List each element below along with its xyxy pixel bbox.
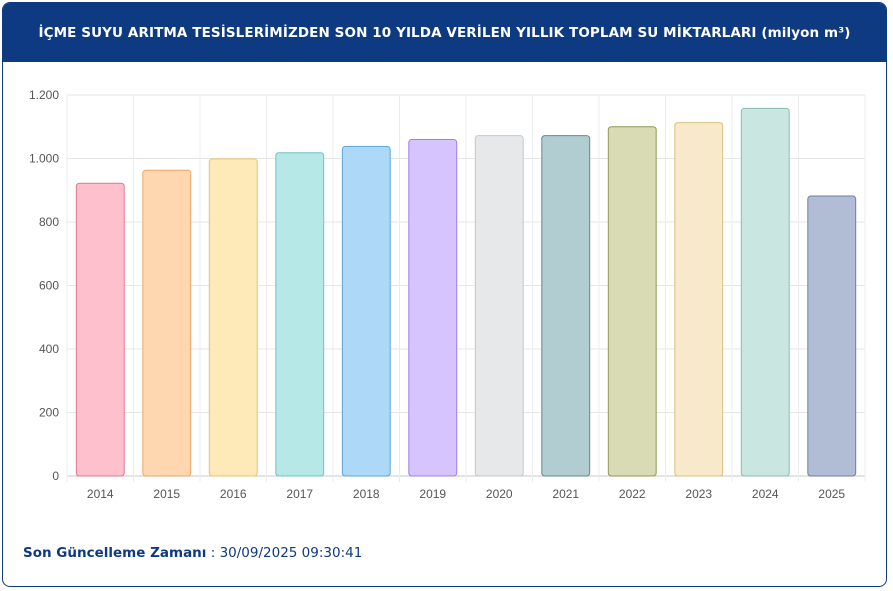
x-tick-label: 2025 xyxy=(818,487,845,501)
last-update-separator: : xyxy=(206,545,220,561)
x-tick-label: 2022 xyxy=(619,487,646,501)
bar-2025 xyxy=(807,195,857,477)
y-tick-label: 800 xyxy=(39,215,59,229)
x-tick-label: 2021 xyxy=(552,487,579,501)
x-tick-label: 2020 xyxy=(486,487,513,501)
bar-2020 xyxy=(474,135,524,477)
y-tick-label: 200 xyxy=(39,406,59,420)
y-tick-label: 600 xyxy=(39,279,59,293)
bar-2024 xyxy=(740,107,790,477)
y-tick-label: 0 xyxy=(52,469,59,483)
last-update-label: Son Güncelleme Zamanı xyxy=(23,545,207,561)
x-tick-label: 2024 xyxy=(752,487,779,501)
x-tick-label: 2019 xyxy=(419,487,446,501)
bar-2019 xyxy=(408,138,458,477)
x-tick-label: 2023 xyxy=(685,487,712,501)
last-update-value: 30/09/2025 09:30:41 xyxy=(219,545,363,561)
y-tick-label: 400 xyxy=(39,342,59,356)
chart-header: İÇME SUYU ARITMA TESİSLERİMİZDEN SON 10 … xyxy=(3,3,886,62)
bar-2022 xyxy=(607,126,657,477)
bar-chart: 0 200 400 600 800 1.000 1.200 2014 2015 2016 2017 2… xyxy=(3,63,886,513)
bar-2016 xyxy=(208,158,258,477)
x-tick-label: 2018 xyxy=(353,487,380,501)
bar-2017 xyxy=(275,152,325,477)
bar-2015 xyxy=(142,169,192,477)
y-tick-label: 1.000 xyxy=(29,152,59,166)
bar-chart-svg: 0 200 400 600 800 1.000 1.200 2014 2015 2016 2017 2… xyxy=(29,88,866,501)
bar-2023 xyxy=(674,122,724,477)
y-tick-label: 1.200 xyxy=(29,88,59,102)
x-tick-label: 2014 xyxy=(87,487,114,501)
chart-title: İÇME SUYU ARITMA TESİSLERİMİZDEN SON 10 … xyxy=(38,24,851,41)
bar-2021 xyxy=(541,135,591,477)
x-tick-label: 2015 xyxy=(153,487,180,501)
bar-2018 xyxy=(341,145,391,477)
last-update: Son Güncelleme Zamanı : 30/09/2025 09:30… xyxy=(23,545,362,561)
bar-2014 xyxy=(75,182,125,477)
x-tick-label: 2017 xyxy=(286,487,313,501)
x-tick-label: 2016 xyxy=(220,487,247,501)
